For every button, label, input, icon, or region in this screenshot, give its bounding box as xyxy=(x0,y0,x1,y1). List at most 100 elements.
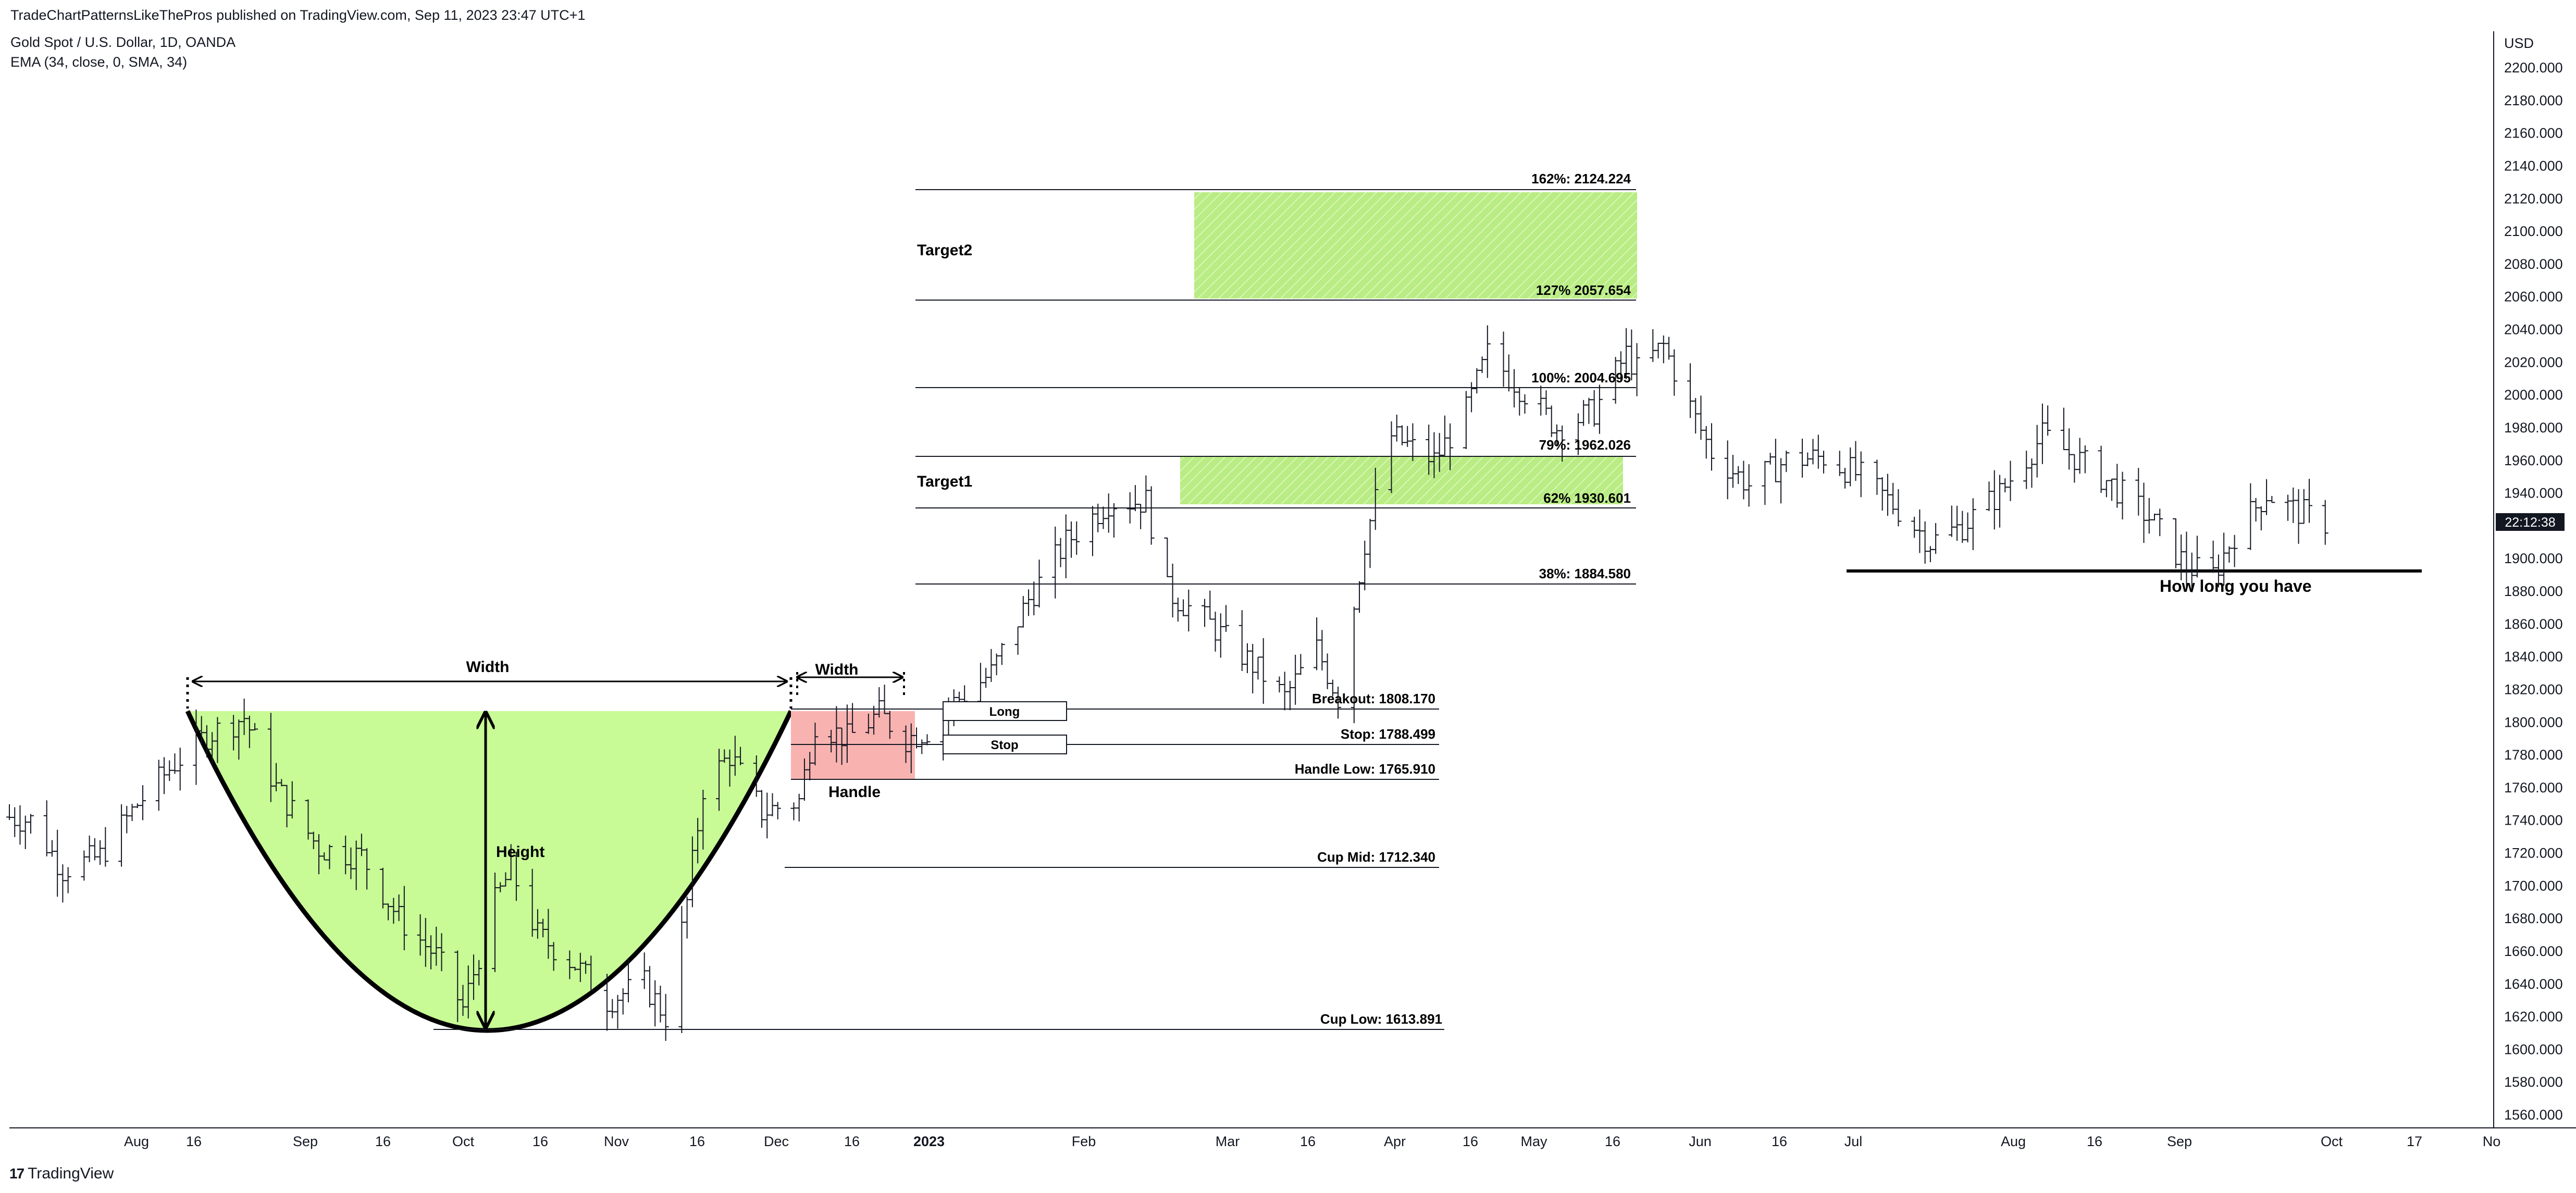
tradingview-footer[interactable]: 17 TradingView xyxy=(9,1165,114,1183)
ohlc-bar xyxy=(1772,439,1779,482)
time-tick-label: 16 xyxy=(1772,1134,1787,1149)
ohlc-bar xyxy=(1591,390,1597,427)
ohlc-bar xyxy=(289,781,295,818)
handle-label: Handle xyxy=(828,784,881,801)
ohlc-bar xyxy=(1666,337,1673,360)
ohlc-bar xyxy=(2071,454,2078,483)
ohlc-bar xyxy=(1740,461,1747,500)
ohlc-bar xyxy=(1014,626,1021,655)
ohlc-bar xyxy=(214,717,221,763)
ohlc-bar xyxy=(59,864,66,903)
long-label: Long xyxy=(989,705,1020,719)
ohlc-bar xyxy=(1954,505,1961,541)
price-tick-label: 1720.000 xyxy=(2504,846,2563,861)
ohlc-bar xyxy=(983,667,989,688)
time-tick-label: 16 xyxy=(1605,1134,1620,1149)
ohlc-bar xyxy=(54,829,61,897)
ohlc-bar xyxy=(1815,434,1822,469)
fib-79-label: 79%: 1962.026 xyxy=(1539,437,1631,453)
target2-zone[interactable] xyxy=(1194,192,1637,299)
ohlc-bar xyxy=(764,792,771,839)
ohlc-bar xyxy=(2109,478,2115,501)
ohlc-bar xyxy=(1223,605,1230,632)
ohlc-bar xyxy=(43,800,50,856)
ohlc-bar xyxy=(1842,468,1849,489)
stop-level-label: Stop: 1788.499 xyxy=(1341,726,1435,742)
ohlc-bar xyxy=(1884,474,1891,516)
ohlc-bar xyxy=(2226,546,2233,563)
fib-62-label: 62% 1930.601 xyxy=(1543,490,1631,506)
ohlc-bar xyxy=(2194,536,2200,578)
fib-162-label: 162%: 2124.224 xyxy=(1531,171,1631,187)
ohlc-bar xyxy=(2140,482,2147,543)
ohlc-bar xyxy=(1479,356,1485,374)
ohlc-bar xyxy=(2028,458,2035,488)
price-tick-label: 1620.000 xyxy=(2504,1009,2563,1025)
ohlc-bar xyxy=(1100,506,1107,529)
ohlc-bar xyxy=(700,789,707,850)
price-tick-label: 1600.000 xyxy=(2504,1041,2563,1057)
ohlc-bar xyxy=(2002,478,2009,493)
ohlc-bar xyxy=(1874,459,1880,495)
price-tick-label: 1860.000 xyxy=(2504,616,2563,632)
ohlc-bar xyxy=(2060,407,2067,451)
price-tick-label: 1640.000 xyxy=(2504,976,2563,992)
ohlc-bar xyxy=(588,955,595,991)
ohlc-bar xyxy=(1762,461,1768,505)
ohlc-bar xyxy=(2290,487,2297,523)
price-tick-label: 1760.000 xyxy=(2504,780,2563,796)
ohlc-bar xyxy=(1057,538,1064,567)
cup-curve[interactable] xyxy=(185,710,794,1033)
current-price-tag[interactable]: 22:12:38 xyxy=(2496,513,2565,531)
ohlc-bar xyxy=(1650,329,1656,362)
price-tick-label: 1940.000 xyxy=(2504,486,2563,501)
ohlc-bar xyxy=(1447,423,1454,470)
ohlc-bar xyxy=(1393,414,1400,442)
ohlc-bar xyxy=(1810,439,1816,465)
ohlc-bar xyxy=(1767,453,1774,465)
ohlc-bar xyxy=(1505,354,1512,392)
ohlc-bar xyxy=(625,958,631,1002)
ohlc-bar xyxy=(2045,405,2051,436)
time-tick-label: Dec xyxy=(764,1134,789,1149)
ohlc-bar xyxy=(1847,447,1854,487)
indicator-legend[interactable]: EMA (34, close, 0, SMA, 34) xyxy=(10,54,188,70)
ohlc-bar xyxy=(988,649,995,682)
time-tick-label: 16 xyxy=(1300,1134,1316,1149)
tradingview-logo-icon: 17 xyxy=(9,1165,24,1182)
stop-order-box[interactable]: Stop xyxy=(943,735,1067,754)
ohlc-bar xyxy=(1820,451,1827,474)
ohlc-bar xyxy=(65,867,71,893)
ohlc-bar xyxy=(1025,589,1032,616)
ohlc-bar xyxy=(1110,503,1117,538)
price-tick-label: 2180.000 xyxy=(2504,93,2563,108)
time-tick-label: 16 xyxy=(532,1134,548,1149)
ohlc-bar xyxy=(91,838,98,861)
ohlc-bar xyxy=(1217,613,1224,658)
price-tick-label: 1660.000 xyxy=(2504,943,2563,959)
target1-zone[interactable] xyxy=(1180,456,1623,504)
ohlc-bar xyxy=(155,760,162,811)
handle-low-label: Handle Low: 1765.910 xyxy=(1295,761,1435,777)
price-axis-ticks[interactable]: 2200.000 2180.000 2160.000 2140.000 2120.000… xyxy=(2504,60,2563,1123)
ohlc-bar xyxy=(1255,656,1261,680)
time-tick-label: Aug xyxy=(2001,1134,2026,1149)
ohlc-bar xyxy=(2269,496,2275,503)
long-order-box[interactable]: Long xyxy=(943,701,1067,721)
ohlc-bar xyxy=(2098,445,2104,493)
ohlc-bar xyxy=(2119,471,2126,520)
ohlc-bar xyxy=(2295,489,2302,544)
time-tick-label: Apr xyxy=(1384,1134,1406,1149)
ohlc-bar xyxy=(614,995,621,1029)
ohlc-bar xyxy=(886,711,893,739)
ohlc-bar xyxy=(48,840,55,857)
time-axis-ticks[interactable]: Aug 16 Sep 16 Oct 16 Nov 16 Dec 16 2023 Feb Mar 16 Apr… xyxy=(124,1134,2500,1149)
ohlc-bar xyxy=(2034,425,2040,478)
ohlc-bar xyxy=(2146,498,2152,534)
ohlc-bar xyxy=(1292,654,1299,705)
time-tick-label: 16 xyxy=(844,1134,860,1149)
ohlc-bar xyxy=(11,807,18,837)
ohlc-bar xyxy=(123,805,130,834)
ohlc-bar xyxy=(2258,506,2264,531)
